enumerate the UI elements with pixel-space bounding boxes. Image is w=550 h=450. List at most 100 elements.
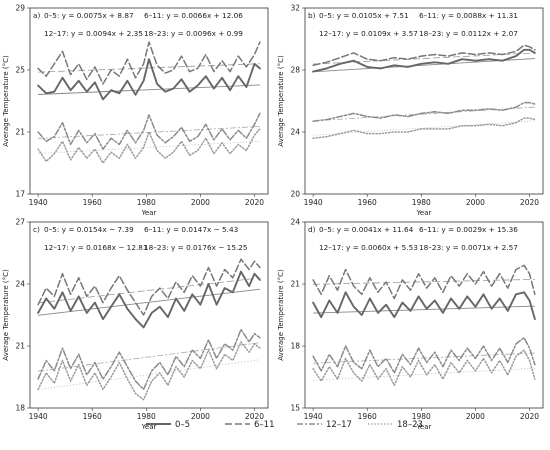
- x-axis-title: Year: [141, 209, 157, 217]
- x-tick-label: 2020: [245, 412, 264, 421]
- legend-entry-18-23: 18–23: [368, 420, 423, 430]
- series-line-s2: [312, 336, 536, 374]
- legend-entry-12-17: 12–17: [297, 420, 352, 430]
- legend-label-12-17: 12–17: [326, 420, 352, 430]
- trend-line-s3: [38, 359, 260, 390]
- series-line-s0: [37, 58, 261, 101]
- x-tick-label: 1940: [29, 198, 48, 207]
- x-tick-label: 1960: [83, 412, 102, 421]
- plot-frame: [304, 221, 544, 409]
- y-tick-label: 20: [290, 190, 300, 199]
- y-tick-label: 27: [15, 218, 25, 227]
- legend-entry-0-5: 0–5: [146, 420, 190, 430]
- x-tick-label: 2020: [520, 198, 539, 207]
- plot-frame: [304, 7, 544, 195]
- legend-label-0-5: 0–5: [175, 420, 190, 430]
- y-tick-label: 21: [290, 280, 300, 289]
- panel-label: a): [33, 11, 40, 20]
- series-line-s0: [37, 270, 261, 329]
- x-tick-label: 2000: [191, 412, 210, 421]
- x-axis-title: Year: [141, 423, 157, 431]
- series-line-s2: [37, 112, 261, 150]
- trend-equation: 6–11: y = 0.0147x − 5.43: [144, 225, 239, 234]
- x-tick-label: 2000: [466, 198, 485, 207]
- trend-equation: 18–23: y = 0.0096x + 0.99: [144, 29, 243, 38]
- series-line-s3: [37, 128, 261, 164]
- legend-entry-6-11: 6–11: [225, 420, 274, 430]
- x-tick-label: 2020: [520, 412, 539, 421]
- y-tick-label: 24: [290, 128, 300, 137]
- trend-equation: 0–5: y = 0.0075x + 8.87: [44, 11, 134, 20]
- plot-area: [312, 264, 536, 387]
- trend-equation: 12–17: y = 0.0060x + 5.53: [319, 243, 418, 252]
- legend-label-6-11: 6–11: [254, 420, 274, 430]
- x-tick-label: 1940: [304, 412, 323, 421]
- trend-line-s1: [313, 52, 535, 65]
- legend: 0–5 6–11 12–17 18–23: [146, 420, 423, 430]
- series-line-s3: [312, 117, 536, 139]
- x-tick-label: 1980: [137, 412, 156, 421]
- trend-equation: 6–11: y = 0.0029x + 15.36: [419, 225, 518, 234]
- x-tick-label: 1980: [412, 412, 431, 421]
- panel-label: d): [308, 225, 316, 234]
- x-tick-label: 1980: [412, 198, 431, 207]
- series-line-s0: [312, 48, 536, 73]
- trend-equation: 0–5: y = 0.0041x + 11.64: [319, 225, 414, 234]
- x-tick-label: 2020: [245, 198, 264, 207]
- x-tick-label: 1940: [304, 198, 323, 207]
- trend-line-s3: [313, 120, 535, 136]
- trend-equation: 12–17: y = 0.0109x + 3.57: [319, 29, 418, 38]
- y-tick-label: 24: [290, 218, 300, 227]
- y-axis-title: Average Temperature (°C): [2, 55, 10, 147]
- x-axis-title: Year: [416, 423, 432, 431]
- trend-line-s1: [38, 63, 260, 73]
- y-tick-label: 18: [15, 404, 25, 413]
- y-tick-label: 21: [15, 128, 25, 137]
- plot-area: [37, 41, 261, 164]
- panel-label: c): [33, 225, 40, 234]
- trend-equation: 6–11: y = 0.0066x + 12.06: [144, 11, 243, 20]
- series-line-s2: [312, 101, 536, 122]
- trend-line-s1: [38, 277, 260, 304]
- panel-label: b): [308, 11, 316, 20]
- series-line-s0: [312, 291, 536, 321]
- trend-equation: 12–17: y = 0.0094x + 2.35: [44, 29, 143, 38]
- trend-equation: 18–23: y = 0.0112x + 2.07: [419, 29, 518, 38]
- y-tick-label: 21: [15, 342, 25, 351]
- series-line-s1: [312, 44, 536, 67]
- y-axis-title: Average Temperature (°C): [277, 55, 285, 147]
- trend-equation: 6–11: y = 0.0088x + 11.31: [419, 11, 518, 20]
- x-tick-label: 1960: [83, 198, 102, 207]
- series-line-s2: [37, 328, 261, 391]
- y-tick-label: 18: [290, 342, 300, 351]
- y-axis-title: Average Temperature (°C): [277, 269, 285, 361]
- plot-area: [37, 258, 261, 401]
- plot-area: [312, 44, 536, 139]
- x-axis-title: Year: [416, 209, 432, 217]
- trend-equation: 18–23: y = 0.0071x + 2.57: [419, 243, 518, 252]
- y-tick-label: 17: [15, 190, 25, 199]
- series-line-s1: [37, 258, 261, 316]
- y-axis-title: Average Temperature (°C): [2, 269, 10, 361]
- trend-equation: 0–5: y = 0.0105x + 7.51: [319, 11, 409, 20]
- y-tick-label: 29: [15, 4, 25, 13]
- panel-b: 1940 1960 1980 2000 202020242832YearAverage …: [277, 4, 544, 217]
- trend-line-s2: [38, 342, 260, 372]
- x-tick-label: 2000: [466, 412, 485, 421]
- series-line-s3: [312, 349, 536, 387]
- x-tick-label: 1960: [358, 198, 377, 207]
- trend-equation: 0–5: y = 0.0154x − 7.39: [44, 225, 134, 234]
- panel-c: 1940 1960 1980 2000 2020 18 21 24 27 Year Average …: [2, 218, 269, 431]
- y-tick-label: 15: [290, 404, 300, 413]
- trend-line-s2: [313, 106, 535, 122]
- panel-a: 1940 1960 1980 2000 2020 17 21 25 29 Year Average …: [2, 4, 269, 217]
- y-tick-label: 24: [15, 280, 25, 289]
- panel-d: 1940 1960 1980 2000 2020 15 18 21 24 Year Average …: [277, 218, 544, 431]
- y-tick-label: 28: [290, 66, 300, 75]
- series-line-s3: [37, 341, 261, 401]
- x-tick-label: 1960: [358, 412, 377, 421]
- trend-equation: 18–23: y = 0.0176x − 15.25: [144, 243, 248, 252]
- trend-line-s0: [313, 305, 535, 314]
